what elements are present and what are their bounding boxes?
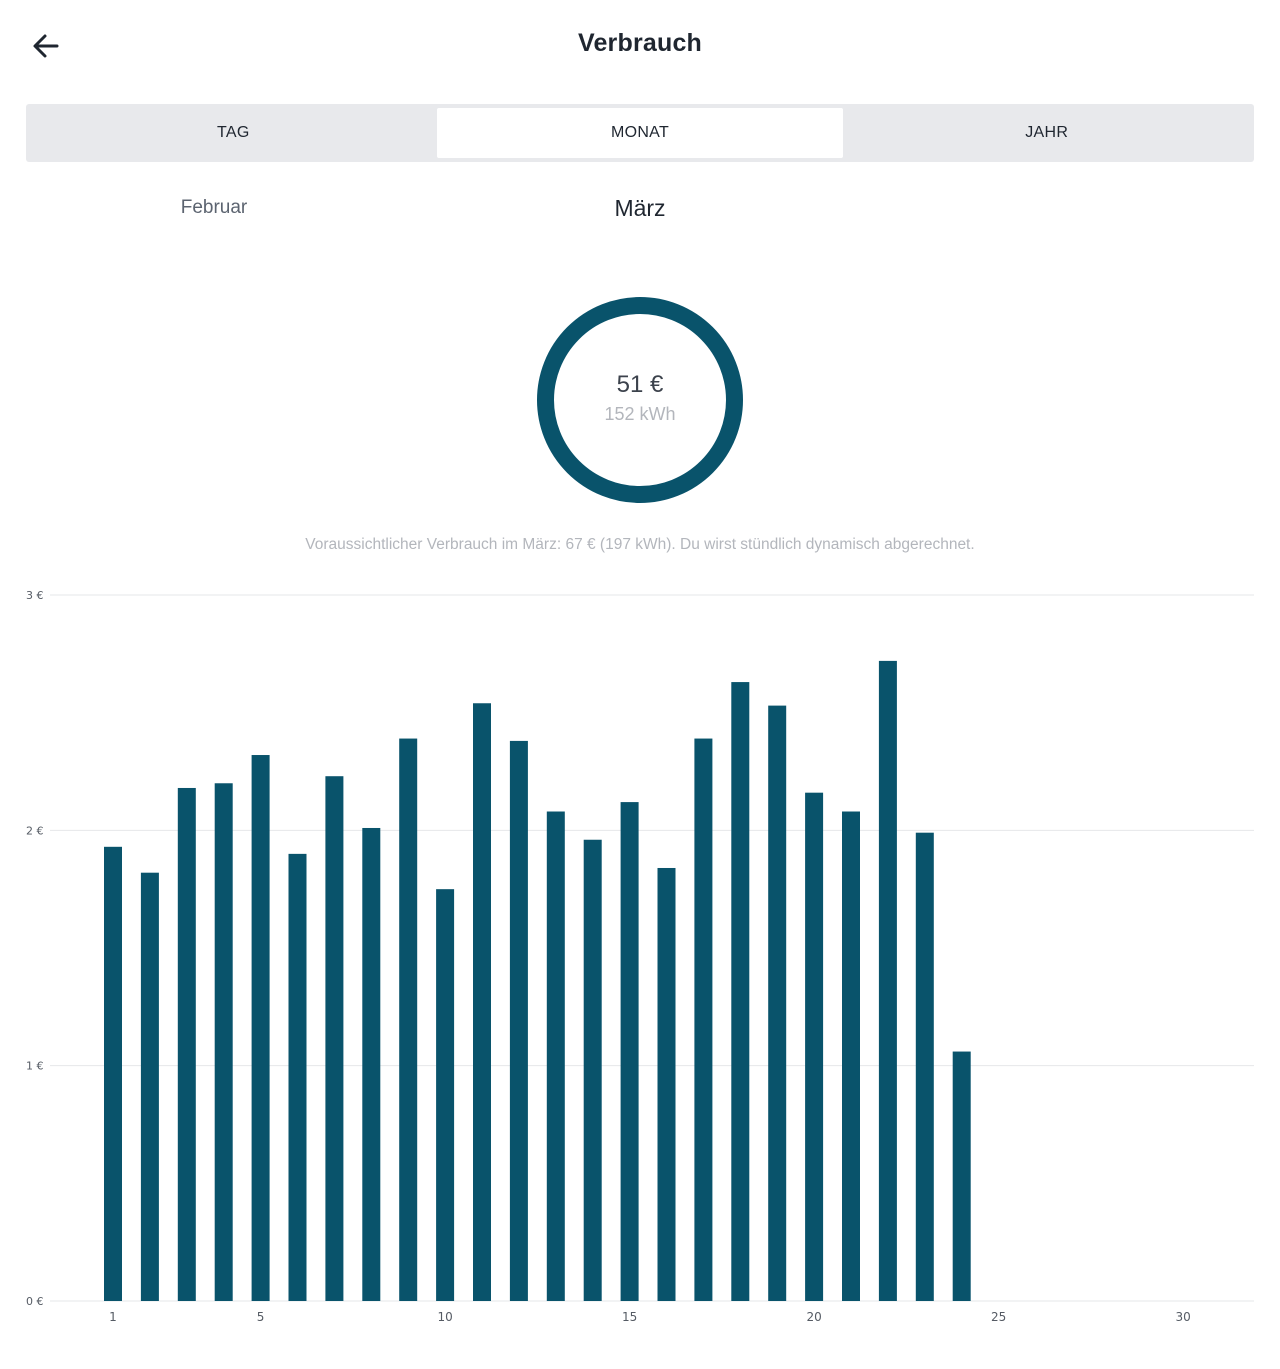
back-button[interactable] — [24, 24, 68, 68]
bar-day-10 — [436, 889, 455, 1301]
y-tick-label: 1 € — [26, 1060, 44, 1073]
consumption-ring: 51 € 152 kWh — [537, 297, 743, 503]
y-tick-label: 0 € — [26, 1295, 44, 1308]
current-month-label: März — [614, 195, 666, 221]
x-tick-label: 20 — [806, 1310, 821, 1324]
bar-day-16 — [657, 867, 676, 1301]
bar-day-22 — [878, 660, 897, 1301]
previous-month-button[interactable]: Februar — [180, 197, 248, 218]
bar-day-1 — [104, 846, 122, 1301]
x-tick-label: 1 — [109, 1310, 117, 1324]
bar-day-5 — [251, 755, 270, 1301]
bar-day-2 — [140, 872, 159, 1301]
tab-year[interactable]: JAHR — [1025, 124, 1069, 141]
header: Verbrauch — [0, 0, 1280, 92]
bar-day-8 — [362, 827, 381, 1301]
tab-day[interactable]: TAG — [217, 124, 250, 141]
bar-day-4 — [214, 783, 233, 1301]
bar-day-7 — [325, 776, 344, 1301]
bar-day-20 — [805, 792, 824, 1301]
bar-day-12 — [509, 740, 528, 1301]
page-title: Verbrauch — [577, 29, 703, 57]
ring-energy-value: 152 kWh — [604, 404, 676, 424]
ring-graphic — [537, 297, 743, 503]
x-tick-label: 10 — [437, 1310, 452, 1324]
bar-day-24 — [952, 1051, 971, 1301]
bar-chart: 0 €1 €2 €3 €1 5 10 15 20 25 30 — [26, 589, 1254, 1324]
x-tick-label: 15 — [622, 1310, 637, 1324]
x-tick-label: 5 — [257, 1310, 265, 1324]
bar-day-15 — [620, 802, 639, 1301]
x-tick-label: 25 — [991, 1310, 1006, 1324]
period-tabs: TAG MONAT JAHR — [26, 104, 1254, 162]
bar-day-21 — [842, 811, 860, 1301]
y-tick-label: 3 € — [26, 589, 44, 602]
tab-month[interactable]: MONAT — [436, 108, 844, 158]
bar-day-9 — [399, 738, 418, 1301]
bar-day-18 — [731, 682, 750, 1301]
bar-day-3 — [177, 787, 196, 1301]
forecast-text: Voraussichtlicher Verbrauch im März: 67 … — [305, 536, 975, 553]
bar-day-11 — [473, 703, 491, 1301]
bar-day-19 — [768, 705, 787, 1301]
daily-cost-chart: 0 €1 €2 €3 €1 5 10 15 20 25 30 — [0, 570, 1280, 1360]
bar-day-14 — [583, 839, 602, 1301]
bar-day-6 — [288, 853, 307, 1301]
ring-cost-value: 51 € — [616, 371, 664, 398]
bar-day-17 — [694, 738, 713, 1301]
x-tick-label: 30 — [1175, 1310, 1190, 1324]
bar-day-13 — [546, 811, 565, 1301]
y-tick-label: 2 € — [26, 824, 44, 837]
bar-day-23 — [915, 832, 934, 1301]
arrow-left-icon — [33, 34, 59, 58]
